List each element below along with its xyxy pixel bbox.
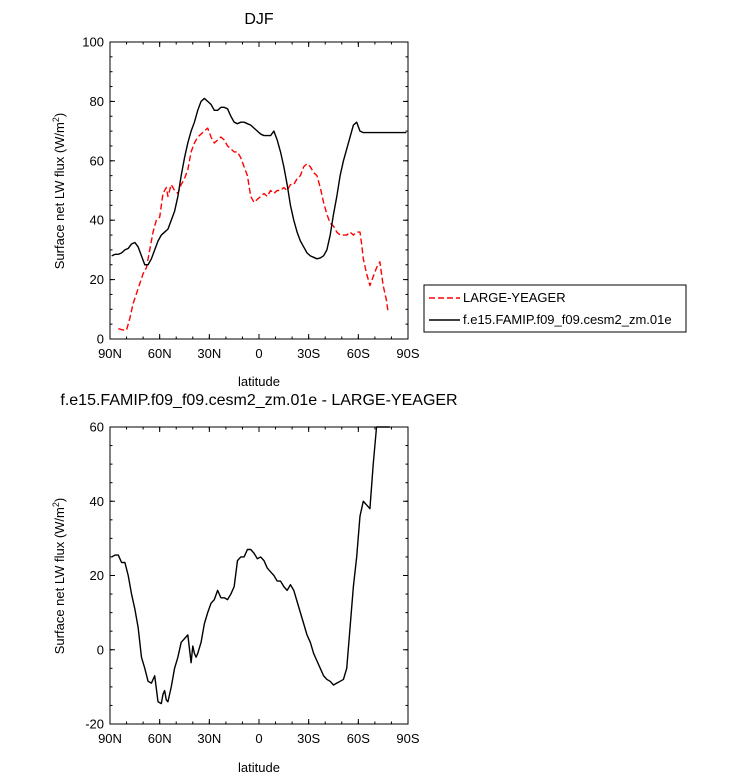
top-y-axis-label: Surface net LW flux (W/m2) [51,113,67,270]
bottom-panel: f.e15.FAMIP.f09_f09.cesm2_zm.01e - LARGE… [51,392,458,775]
bottom-x-tick-label: 60N [148,731,172,746]
top-legend: LARGE-YEAGER f.e15.FAMIP.f09_f09.cesm2_z… [423,284,687,333]
bottom-x-tick-label: 90N [98,731,122,746]
bottom-x-tick-label: 30S [297,731,320,746]
top-series-line-f-e15-famip-f09-f09-cesm2-zm-01e [111,97,407,266]
bottom-y-tick-label: -20 [85,717,104,732]
bottom-y-tick-label: 0 [97,642,104,657]
legend-label-large-yeager: LARGE-YEAGER [463,290,566,305]
bottom-series-line-difference [111,426,390,705]
top-x-tick-label: 60N [148,346,172,361]
top-chart-title: DJF [244,11,274,28]
top-series-line-large-yeager [118,127,389,331]
top-y-axis: 0 20 40 60 80 100 [82,35,408,347]
top-y-tick-label: 20 [90,272,104,287]
top-x-tick-label: 0 [255,346,262,361]
top-plot-frame [109,41,409,340]
bottom-x-tick-label: 60S [347,731,370,746]
bottom-x-tick-label: 30N [197,731,221,746]
bottom-x-axis: 90N 60N 30N 0 30S 60S 90S [98,427,420,746]
legend-label-cesm2: f.e15.FAMIP.f09_f09.cesm2_zm.01e [463,312,672,327]
top-x-tick-label: 30S [297,346,320,361]
bottom-y-tick-label: 40 [90,494,104,509]
bottom-x-tick-label: 0 [255,731,262,746]
top-lines [111,97,407,331]
top-x-axis: 90N 60N 30N 0 30S 60S 90S [98,42,420,361]
top-y-tick-label: 60 [90,153,104,168]
bottom-y-tick-label: 60 [90,420,104,435]
bottom-chart-title: f.e15.FAMIP.f09_f09.cesm2_zm.01e - LARGE… [60,392,457,409]
top-x-tick-label: 60S [347,346,370,361]
top-y-tick-label: 80 [90,94,104,109]
top-x-axis-label: latitude [238,374,280,389]
top-x-tick-label: 90N [98,346,122,361]
top-y-tick-label: 100 [82,35,104,50]
top-panel: DJF 0 20 40 60 80 100 90N 60N 30N 0 30S 60S 90S lat… [51,11,687,389]
bottom-y-axis: -20 0 20 40 60 [85,420,408,732]
bottom-lines [111,426,390,705]
top-y-tick-label: 0 [97,332,104,347]
bottom-y-axis-label: Surface net LW flux (W/m2) [51,498,67,655]
top-x-tick-label: 30N [197,346,221,361]
bottom-y-tick-label: 20 [90,568,104,583]
legend-box [423,284,687,333]
bottom-x-tick-label: 90S [396,731,419,746]
top-x-tick-label: 90S [396,346,419,361]
top-y-tick-label: 40 [90,213,104,228]
bottom-x-axis-label: latitude [238,760,280,775]
